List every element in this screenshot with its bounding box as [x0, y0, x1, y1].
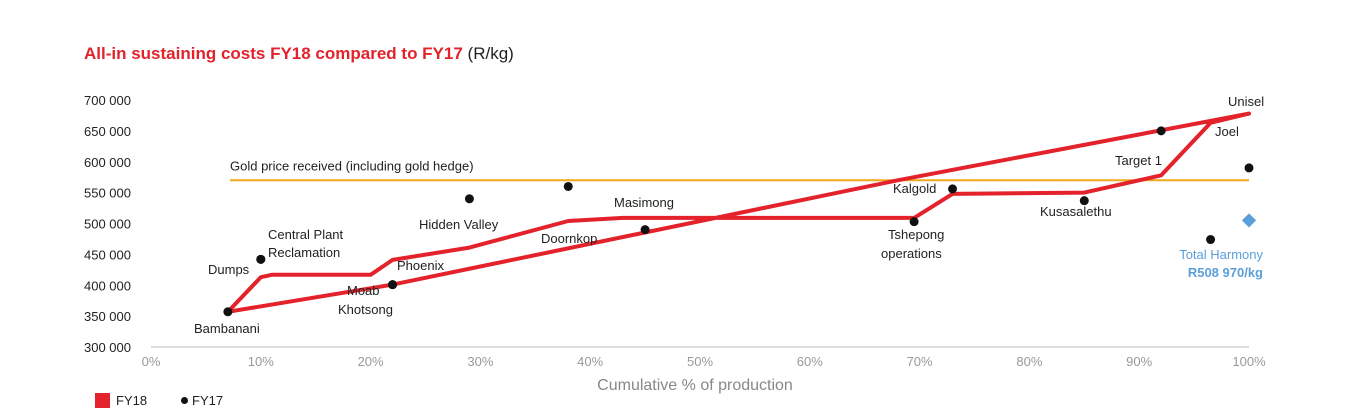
y-axis: 300 000 350 000 400 000 450 000 500 000 550 0… — [84, 93, 131, 355]
y-tick-label: 300 000 — [84, 340, 131, 355]
legend-fy17: FY17 — [181, 393, 223, 408]
x-tick-label: 40% — [577, 354, 603, 369]
fy17-point — [1206, 235, 1216, 245]
y-tick-label: 550 000 — [84, 186, 131, 201]
point-annotations: Bambanani Dumps Central Plant Reclamation Mo… — [194, 94, 1264, 336]
point-annotation: Phoenix — [397, 258, 444, 273]
x-tick-label: 60% — [797, 354, 823, 369]
point-annotation: Moab — [347, 283, 380, 298]
x-axis-title: Cumulative % of production — [597, 377, 793, 394]
chart-title: All-in sustaining costs FY18 compared to… — [84, 44, 514, 64]
legend-fy18-label: FY18 — [116, 393, 148, 408]
gold-price-label: Gold price received (including gold hedg… — [230, 158, 474, 173]
fy17-point — [1156, 126, 1166, 136]
y-tick-label: 500 000 — [84, 217, 131, 232]
total-harmony-label: Total Harmony — [1179, 247, 1263, 262]
point-annotation: Joel — [1215, 124, 1239, 139]
chart-title-unit: (R/kg) — [467, 44, 514, 63]
fy17-point — [909, 217, 919, 227]
x-axis: 0% 10% 20% 30% 40% 50% 60% 70% 80% 90% 100% — [142, 354, 1266, 369]
fy17-point — [1244, 163, 1254, 173]
fy17-point — [1079, 196, 1089, 206]
x-tick-label: 80% — [1016, 354, 1042, 369]
fy17-point — [563, 181, 573, 191]
fy17-swatch — [181, 397, 188, 404]
point-annotation: Target 1 — [1115, 153, 1162, 168]
point-annotation: Bambanani — [194, 321, 260, 336]
point-annotation: Khotsong — [338, 302, 393, 317]
x-tick-label: 100% — [1232, 354, 1266, 369]
point-annotation: Dumps — [208, 262, 250, 277]
y-tick-label: 700 000 — [84, 93, 131, 108]
fy17-point — [223, 307, 233, 317]
legend-fy17-label: FY17 — [192, 393, 224, 408]
legend-fy18: FY18 — [95, 393, 147, 408]
fy17-point — [948, 184, 958, 194]
fy17-series-points — [223, 126, 1254, 317]
total-harmony-value: R508 970/kg — [1188, 265, 1263, 280]
x-tick-label: 30% — [467, 354, 493, 369]
point-annotation: Kalgold — [893, 181, 936, 196]
y-tick-label: 350 000 — [84, 309, 131, 324]
x-tick-label: 10% — [248, 354, 274, 369]
point-annotation: Kusasalethu — [1040, 204, 1112, 219]
point-annotation: Masimong — [614, 195, 674, 210]
x-tick-label: 50% — [687, 354, 713, 369]
y-tick-label: 600 000 — [84, 155, 131, 170]
y-tick-label: 450 000 — [84, 247, 131, 262]
point-annotation: Unisel — [1228, 94, 1264, 109]
fy17-point — [388, 280, 398, 290]
fy17-point — [464, 194, 474, 204]
fy18-swatch — [95, 393, 110, 408]
point-annotation: Hidden Valley — [419, 217, 499, 232]
fy17-point — [256, 254, 266, 264]
y-tick-label: 650 000 — [84, 124, 131, 139]
point-annotation: Doornkop — [541, 231, 597, 246]
point-annotation: Central Plant — [268, 227, 344, 242]
chart-title-main: All-in sustaining costs FY18 compared to… — [84, 44, 463, 63]
x-tick-label: 20% — [358, 354, 384, 369]
x-tick-label: 70% — [907, 354, 933, 369]
y-tick-label: 400 000 — [84, 278, 131, 293]
x-tick-label: 0% — [142, 354, 161, 369]
fy17-point — [640, 225, 650, 235]
total-harmony-marker — [1241, 213, 1257, 228]
point-annotation: Tshepong — [888, 227, 944, 242]
point-annotation: Reclamation — [268, 245, 340, 260]
point-annotation: operations — [881, 246, 942, 261]
x-tick-label: 90% — [1126, 354, 1152, 369]
